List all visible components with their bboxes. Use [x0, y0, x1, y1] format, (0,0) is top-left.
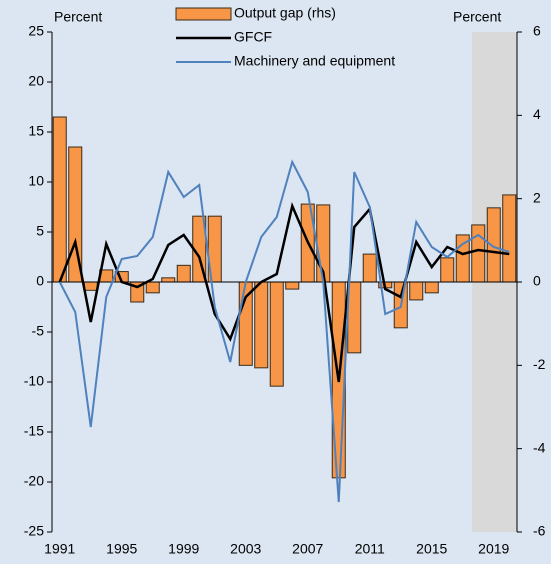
y-tick-label: 20 — [28, 73, 44, 89]
bar — [362, 253, 377, 283]
y-tick-label: -5 — [32, 323, 45, 339]
y2-tick-label: 4 — [533, 106, 541, 122]
y-tick-label: -10 — [24, 373, 44, 389]
y2-tick-label: -4 — [533, 439, 546, 455]
x-tick-label: 2011 — [355, 541, 385, 557]
y-tick-label: 15 — [28, 123, 44, 139]
bar — [471, 224, 486, 283]
bar — [269, 281, 284, 387]
y2-tick-label: -6 — [533, 523, 546, 539]
y2-tick-label: 6 — [533, 23, 541, 39]
y-axis-label: Percent — [54, 9, 102, 25]
bar — [347, 281, 362, 354]
bar — [409, 281, 424, 301]
y-tick-label: -25 — [24, 523, 44, 539]
bar — [254, 281, 269, 369]
y-tick-label: -15 — [24, 423, 44, 439]
line — [58, 159, 510, 503]
bar — [176, 264, 191, 283]
x-tick-label: 2003 — [230, 541, 261, 557]
y2-axis-label: Percent — [453, 9, 501, 25]
legend-label: Machinery and equipment — [234, 53, 395, 69]
bar — [440, 257, 455, 283]
bar — [238, 281, 253, 366]
bar — [486, 207, 501, 283]
y-tick-label: 0 — [36, 273, 44, 289]
legend-label: GFCF — [234, 29, 272, 45]
bar — [502, 194, 517, 283]
y-tick-label: 5 — [36, 223, 44, 239]
y-tick-label: 10 — [28, 173, 44, 189]
legend-label: Output gap (rhs) — [234, 5, 336, 21]
x-tick-label: 1991 — [44, 541, 75, 557]
bar — [424, 281, 439, 294]
bar — [161, 277, 176, 283]
x-tick-label: 2007 — [292, 541, 323, 557]
x-tick-label: 2019 — [478, 541, 509, 557]
bar — [52, 116, 67, 283]
x-tick-label: 1999 — [168, 541, 199, 557]
y-tick-label: 25 — [28, 23, 44, 39]
bar — [83, 281, 98, 291]
y2-tick-label: -2 — [533, 356, 546, 372]
bar — [285, 281, 300, 290]
bar — [145, 281, 160, 294]
x-tick-label: 1995 — [106, 541, 137, 557]
legend-swatch — [175, 7, 232, 21]
y-tick-label: -20 — [24, 473, 44, 489]
line — [58, 201, 510, 383]
x-tick-label: 2015 — [416, 541, 447, 557]
y2-tick-label: 0 — [533, 273, 541, 289]
y2-tick-label: 2 — [533, 189, 541, 205]
